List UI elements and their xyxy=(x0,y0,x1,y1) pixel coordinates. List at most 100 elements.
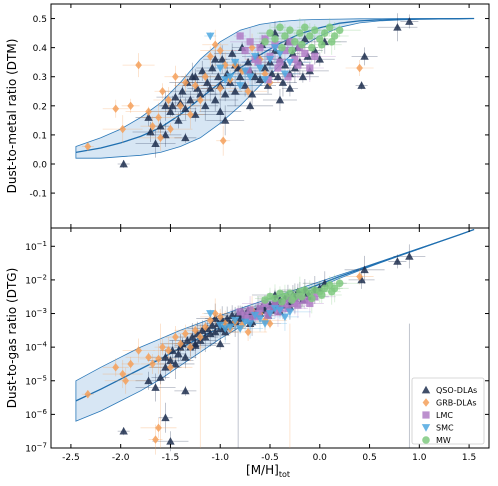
dtg-point-mw xyxy=(298,292,306,301)
dtg-point-smc xyxy=(280,313,290,322)
dtg-point-smc xyxy=(225,323,235,332)
dtg-panel: Dust-to-gas ratio (DTG) [M/H]tot 10−7 10−… xyxy=(5,227,490,479)
dtm-point-mw xyxy=(288,46,296,55)
dtm-point-lmc xyxy=(284,73,292,81)
dtm-point-lmc xyxy=(236,32,244,40)
dtg-point-lmc xyxy=(236,308,244,316)
dtm-point-qso-dlas xyxy=(227,49,237,57)
dtm-point-qso-dlas xyxy=(250,72,260,81)
dtm-point-mw xyxy=(306,32,314,40)
legend-label: QSO-DLAs xyxy=(436,386,477,395)
dtm-point-grb-dlas xyxy=(84,142,92,151)
dtm-point-grb-dlas xyxy=(159,87,166,96)
dtg-point-mw xyxy=(278,297,286,306)
dtm-point-mw xyxy=(278,43,286,52)
dtg-point-smc xyxy=(221,325,230,333)
dtg-point-lmc xyxy=(264,311,272,319)
dtg-point-lmc xyxy=(294,301,302,309)
dtg-point-smc xyxy=(285,308,295,317)
dtm-point-qso-dlas xyxy=(280,60,290,69)
dtm-point-qso-dlas xyxy=(214,72,223,81)
dtm-point-qso-dlas xyxy=(198,66,207,75)
x-tick-label: 0.0 xyxy=(313,453,328,463)
dtm-point-grb-dlas xyxy=(356,63,363,73)
dtg-point-grb-dlas xyxy=(84,390,92,399)
x-tick-label: -1.0 xyxy=(211,453,229,463)
dtm-point-lmc xyxy=(286,38,294,46)
dtm-point-smc xyxy=(275,50,285,58)
dtg-point-qso-dlas xyxy=(171,359,180,368)
dtg-point-qso-dlas xyxy=(393,257,402,265)
dtm-point-qso-dlas xyxy=(267,69,277,78)
dtg-point-lmc xyxy=(306,299,314,308)
dtm-point-qso-dlas xyxy=(191,110,200,118)
dtg-point-grb-dlas xyxy=(149,359,156,369)
dtg-point-grb-dlas xyxy=(122,376,130,385)
dtg-point-smc xyxy=(265,310,275,318)
dtg-point-grb-dlas xyxy=(155,354,162,364)
dtm-point-mw xyxy=(327,38,336,46)
dtg-y-tick-label: 10−4 xyxy=(25,341,47,354)
dtm-point-qso-dlas xyxy=(298,72,308,81)
dtm-point-qso-dlas xyxy=(206,84,215,92)
dtm-point-qso-dlas xyxy=(243,57,253,66)
dtm-point-mw xyxy=(296,29,304,37)
dtg-point-grb-dlas xyxy=(152,435,159,444)
dtm-point-grb-dlas xyxy=(167,124,174,134)
dtm-point-grb-dlas xyxy=(191,81,199,90)
dtm-point-lmc xyxy=(281,46,289,55)
dtm-y-tick-label: 0.0 xyxy=(33,161,48,171)
dtm-point-mw xyxy=(310,26,319,34)
dtg-point-grb-dlas xyxy=(196,332,204,342)
dtg-point-qso-dlas xyxy=(188,332,197,341)
dtm-point-grb-dlas xyxy=(112,104,120,113)
dtg-point-qso-dlas xyxy=(183,336,192,344)
dtm-point-lmc xyxy=(301,49,309,58)
dtg-point-lmc xyxy=(284,304,292,313)
dtg-point-qso-dlas xyxy=(211,327,220,336)
dtm-point-grb-dlas xyxy=(119,124,127,134)
dtm-point-grb-dlas xyxy=(206,52,214,61)
dtg-point-qso-dlas xyxy=(161,363,170,371)
dtm-point-qso-dlas xyxy=(300,34,310,43)
dtm-point-lmc xyxy=(276,58,284,66)
dtm-point-lmc xyxy=(254,58,262,66)
dtm-point-grb-dlas xyxy=(261,69,269,79)
dtm-point-lmc xyxy=(294,61,302,69)
dtg-point-qso-dlas xyxy=(151,383,160,391)
legend-label: SMC xyxy=(436,424,454,433)
dtm-point-qso-dlas xyxy=(181,104,190,113)
dtm-point-lmc xyxy=(306,64,314,72)
dtm-point-smc xyxy=(240,67,250,76)
dtm-point-qso-dlas xyxy=(181,133,190,142)
x-axis-label-subscript: tot xyxy=(279,470,290,479)
dtm-point-qso-dlas xyxy=(230,87,240,95)
x-tick-label: -2.0 xyxy=(112,453,130,463)
dtm-point-qso-dlas xyxy=(247,89,257,98)
dtm-point-grb-dlas xyxy=(196,95,204,105)
dtm-point-mw xyxy=(261,38,269,46)
dtm-point-qso-dlas xyxy=(235,72,245,81)
dtm-point-qso-dlas xyxy=(208,63,217,72)
dtg-point-smc xyxy=(255,315,265,323)
dtm-point-qso-dlas xyxy=(285,84,295,92)
dtg-point-smc xyxy=(235,325,245,333)
dtm-point-qso-dlas xyxy=(255,75,265,83)
dtg-point-qso-dlas xyxy=(174,349,183,358)
legend-marker xyxy=(421,424,431,432)
legend-label: LMC xyxy=(436,411,453,420)
dtg-y-axis-label: Dust-to-gas ratio (DTG) xyxy=(5,268,19,408)
dtm-point-mw xyxy=(315,35,324,43)
dtm-point-smc xyxy=(285,58,295,67)
dtg-point-qso-dlas xyxy=(405,252,414,260)
dtg-point-grb-dlas xyxy=(187,342,194,352)
dtg-point-grb-dlas xyxy=(356,272,363,281)
dtg-point-qso-dlas xyxy=(161,353,170,361)
dtg-point-grb-dlas xyxy=(216,312,224,322)
dtg-point-grb-dlas xyxy=(112,363,120,372)
dtm-point-qso-dlas xyxy=(315,55,324,63)
dtg-point-grb-dlas xyxy=(191,326,199,335)
dtm-point-smc xyxy=(206,32,215,41)
dtm-point-qso-dlas xyxy=(146,127,155,136)
